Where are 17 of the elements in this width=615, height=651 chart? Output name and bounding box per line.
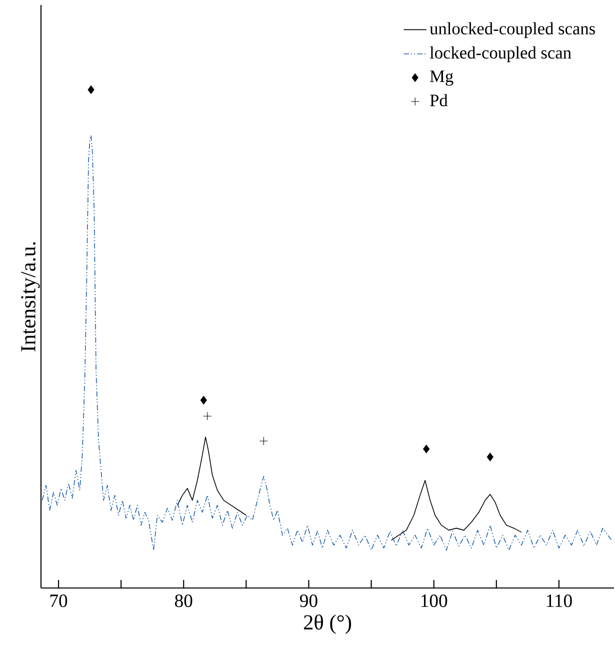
x-tick-label: 70 — [50, 594, 68, 608]
x-axis-title: 2θ (°) — [304, 614, 352, 634]
point — [423, 444, 430, 454]
x-tick-label: 80 — [175, 594, 192, 608]
legend-label: Mg — [430, 70, 454, 86]
point — [203, 412, 212, 420]
legend-label: Pd — [430, 94, 448, 106]
x-tick-label: 110 — [547, 594, 572, 608]
x-tick-label: 100 — [422, 594, 448, 608]
point — [260, 436, 268, 446]
legend-label: unlocked-coupled scans — [430, 22, 596, 38]
point — [200, 396, 208, 404]
point — [88, 85, 95, 94]
legend-label: locked-coupled scan — [430, 46, 572, 62]
point — [487, 452, 494, 462]
x-tick-label: 90 — [300, 594, 318, 608]
y-axis-title: Intensity/a.u. — [21, 242, 40, 352]
